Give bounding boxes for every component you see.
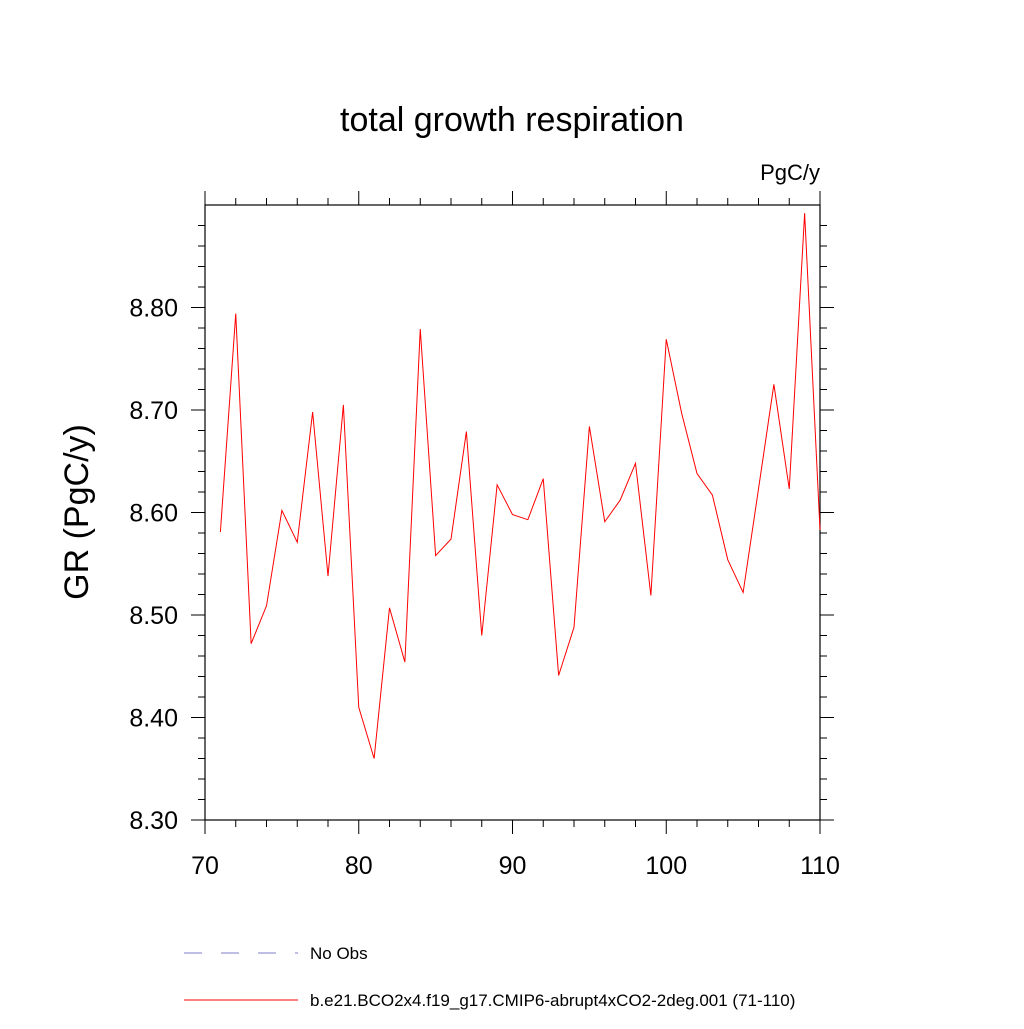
y-axis-label: GR (PgC/y) <box>58 424 96 600</box>
y-tick-label: 8.50 <box>129 602 178 630</box>
x-tick-label: 90 <box>499 852 527 880</box>
x-tick-label: 80 <box>345 852 373 880</box>
y-tick-label: 8.80 <box>129 295 178 323</box>
chart-title: total growth respiration <box>340 101 684 139</box>
plot-frame <box>204 204 821 821</box>
legend: No Obs b.e21.BCO2x4.f19_g17.CMIP6-abrupt4… <box>184 944 795 1010</box>
y-tick-label: 8.40 <box>129 705 178 733</box>
x-tick-label: 110 <box>800 852 840 880</box>
y-tick-label: 8.70 <box>129 397 178 425</box>
legend-label: b.e21.BCO2x4.f19_g17.CMIP6-abrupt4xCO2-2… <box>310 991 795 1010</box>
y-tick-label: 8.30 <box>129 807 178 835</box>
axes: 70 80 90 100 110 8.30 8.40 8.50 8.60 8.70 8.80 <box>129 191 840 880</box>
series-layer <box>219 213 821 759</box>
series-line <box>219 213 821 759</box>
x-tick-label: 100 <box>645 852 687 880</box>
y-tick-label: 8.60 <box>129 500 178 528</box>
x-tick-label: 70 <box>191 852 219 880</box>
units-label: PgC/y <box>760 160 820 185</box>
legend-label: No Obs <box>310 944 368 963</box>
